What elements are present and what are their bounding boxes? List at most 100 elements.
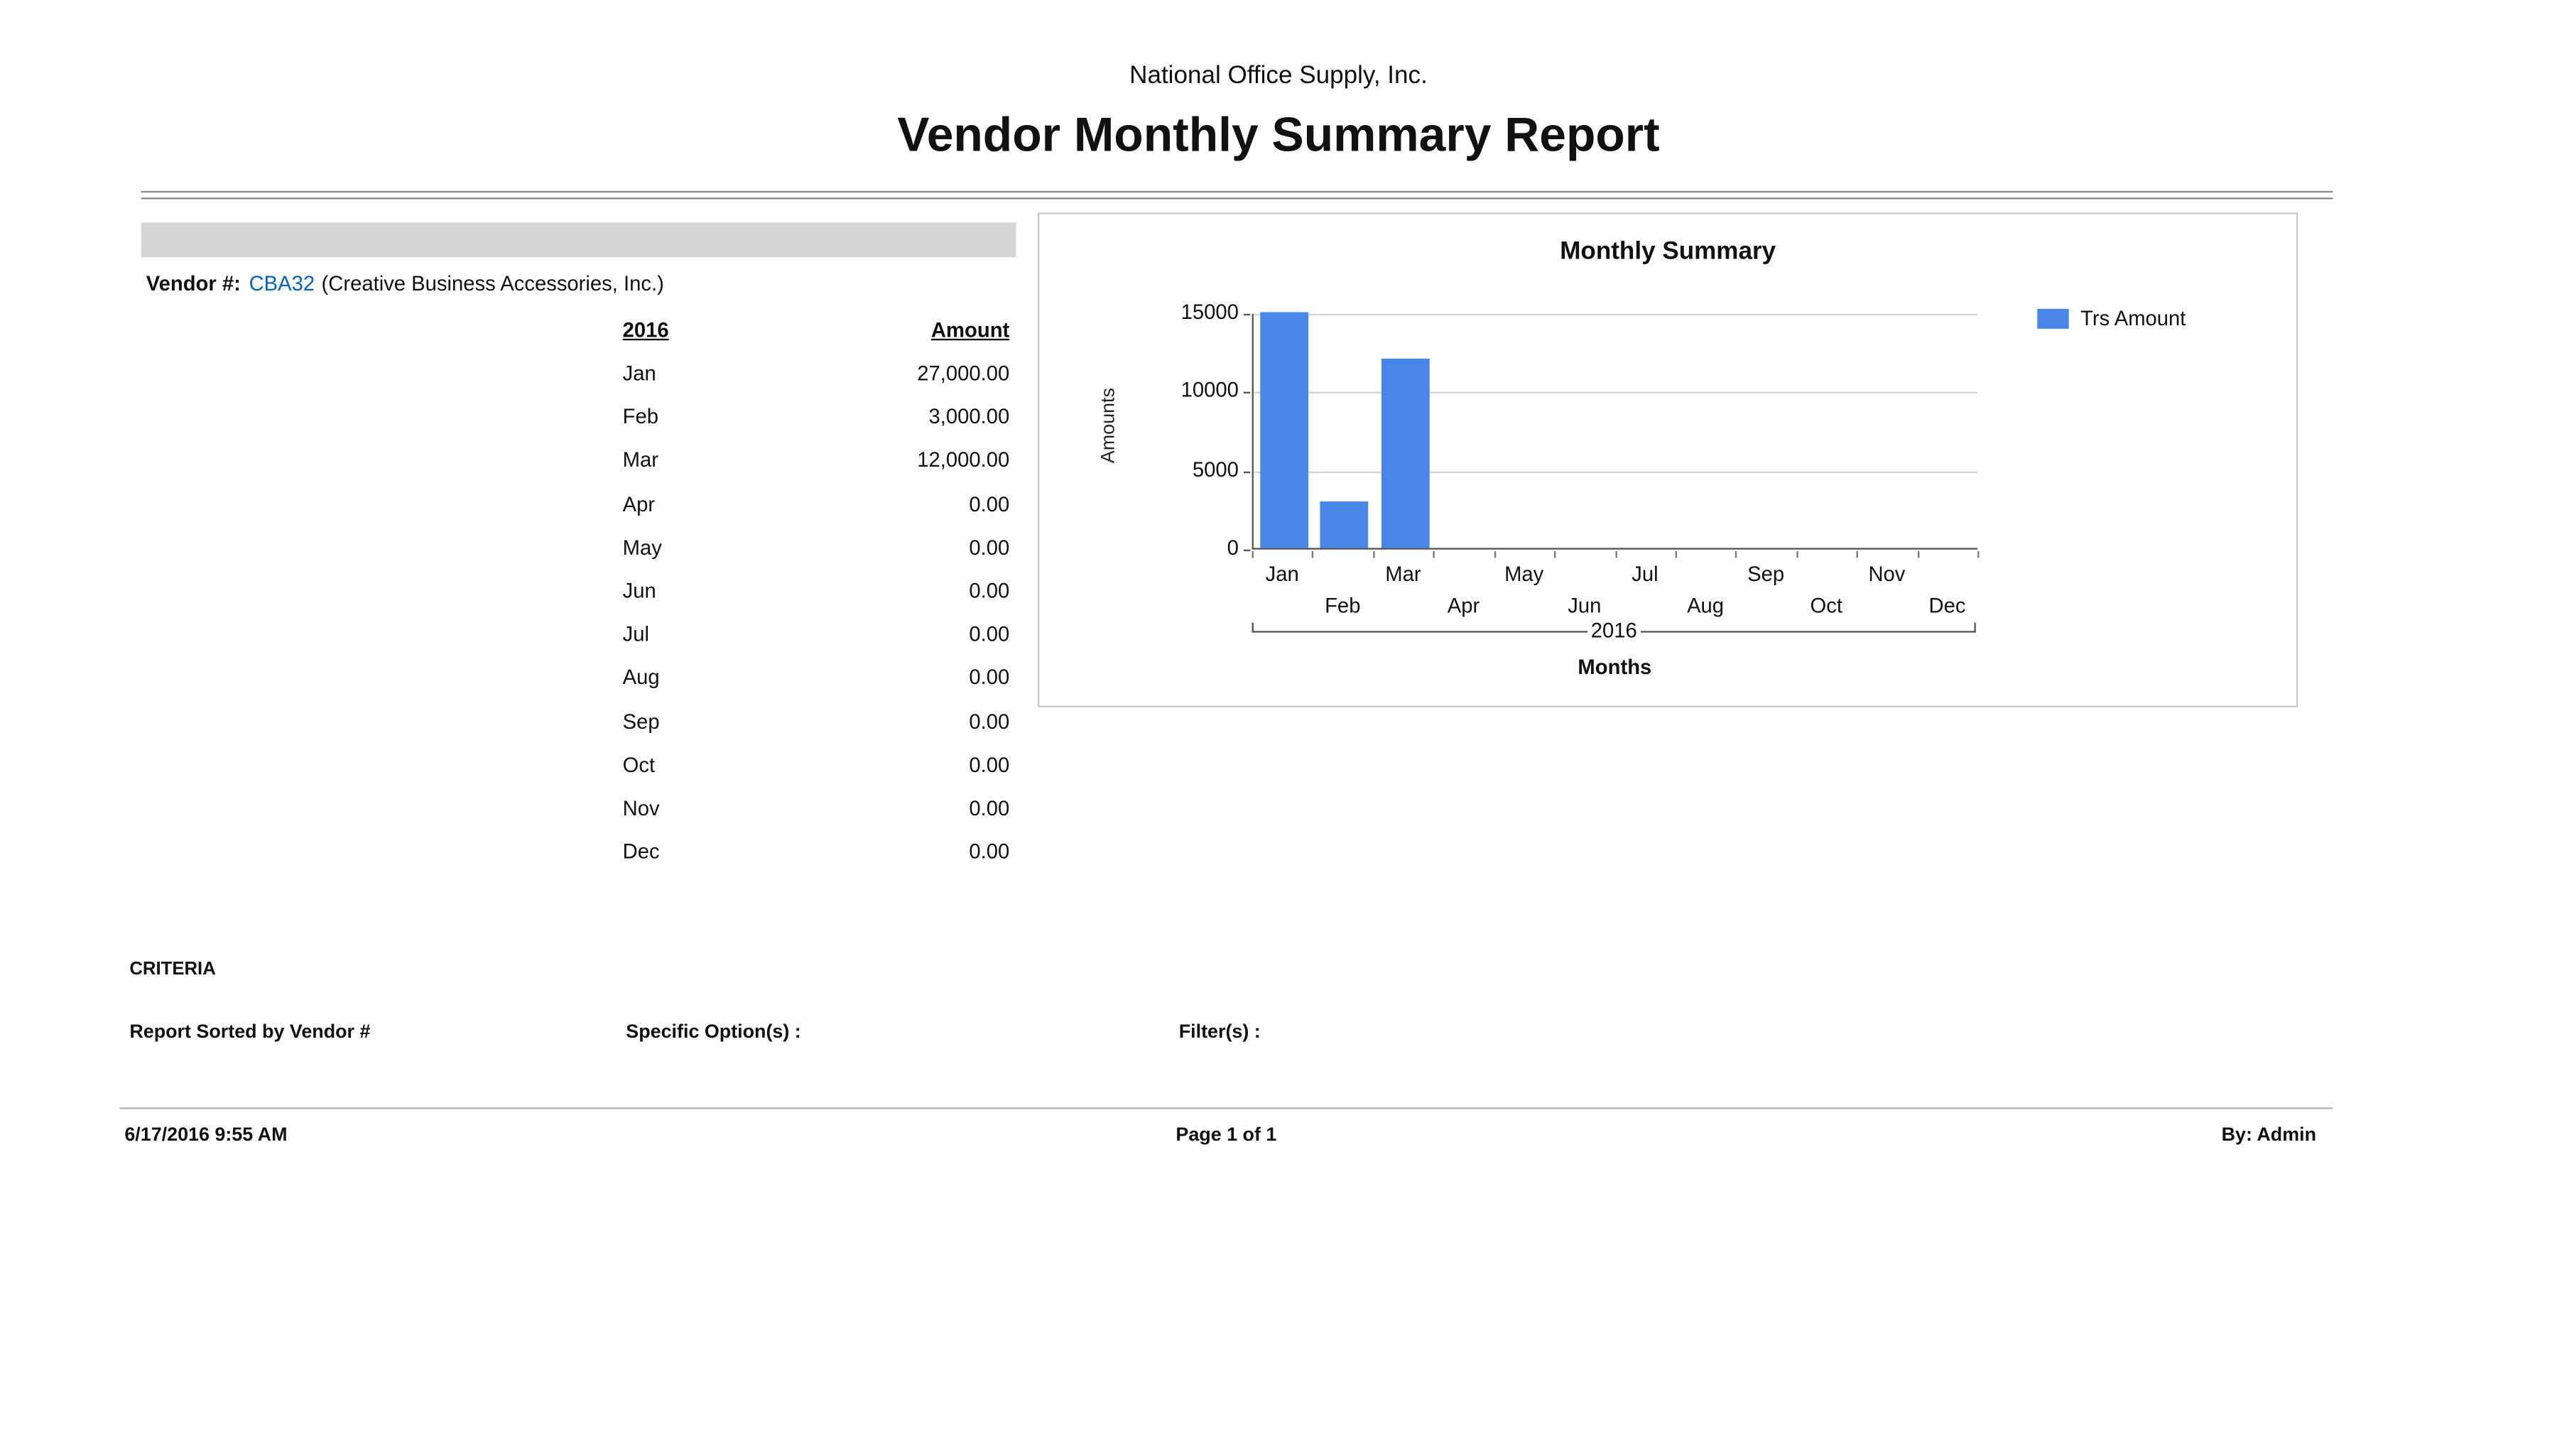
x-tick-mark xyxy=(1675,551,1677,558)
criteria-heading: CRITERIA xyxy=(129,960,216,980)
y-tick-label: 15000 xyxy=(1180,300,1239,324)
bar-Feb xyxy=(1320,501,1369,548)
y-tick-mark xyxy=(1243,313,1251,316)
y-tick-mark xyxy=(1243,549,1251,552)
amount-value: 12,000.00 xyxy=(917,449,1010,472)
x-tick-mark xyxy=(1372,551,1375,558)
monthly-amount-table: 2016 Amount Jan 27,000.00 Feb 3,000.00 Mar 12… xyxy=(623,309,1010,874)
x-tick-label-Oct: Oct xyxy=(1810,594,1843,618)
vendor-line: Vendor #: CBA32 (Creative Business Accesso… xyxy=(146,272,664,295)
gridline-5000 xyxy=(1253,471,1978,473)
gridline-15000 xyxy=(1253,313,1978,316)
chart-title: Monthly Summary xyxy=(1560,237,1776,266)
month-label: Jul xyxy=(622,623,649,646)
month-label: May xyxy=(622,536,662,560)
x-tick-mark xyxy=(1554,551,1556,558)
y-tick-mark xyxy=(1243,392,1251,394)
table-row: Mar 12,000.00 xyxy=(623,439,1010,482)
gridline-10000 xyxy=(1253,392,1978,394)
year-group-bracket: 2016 xyxy=(1252,619,1976,645)
company-name: National Office Supply, Inc. xyxy=(1129,61,1428,90)
criteria-sorted-by: Report Sorted by Vendor # xyxy=(129,1022,371,1043)
x-tick-mark xyxy=(1252,551,1254,558)
x-tick-label-Jul: Jul xyxy=(1632,563,1658,587)
amount-value: 0.00 xyxy=(969,840,1010,864)
vendor-code-link[interactable]: CBA32 xyxy=(249,272,315,296)
table-row: Aug 0.00 xyxy=(623,656,1010,700)
legend-swatch-icon xyxy=(2037,308,2069,329)
criteria-filters: Filter(s) : xyxy=(1178,1022,1261,1043)
group-header-band xyxy=(141,222,1016,258)
x-tick-label-Dec: Dec xyxy=(1928,594,1966,618)
table-row: Jan 27,000.00 xyxy=(623,352,1010,396)
table-row: Feb 3,000.00 xyxy=(623,396,1010,439)
table-row: Dec 0.00 xyxy=(623,830,1010,874)
amount-value: 0.00 xyxy=(969,536,1010,560)
x-tick-label-Apr: Apr xyxy=(1447,594,1480,618)
footer-by-user: By: Admin xyxy=(2221,1125,2317,1146)
table-row: May 0.00 xyxy=(623,526,1010,569)
x-tick-mark xyxy=(1917,551,1919,558)
month-label: Sep xyxy=(622,710,660,734)
month-label: Dec xyxy=(622,840,660,864)
table-row: Apr 0.00 xyxy=(623,482,1010,526)
criteria-specific-options: Specific Option(s) : xyxy=(626,1022,801,1043)
table-row: Sep 0.00 xyxy=(623,700,1010,743)
plot-area xyxy=(1252,312,1978,550)
footer-divider xyxy=(119,1107,2333,1109)
x-axis-title: Months xyxy=(1578,656,1652,680)
legend-label: Trs Amount xyxy=(2080,307,2186,331)
year-group-label: 2016 xyxy=(1587,619,1641,645)
table-header-row: 2016 Amount xyxy=(623,309,1010,352)
month-label: Mar xyxy=(622,449,658,472)
month-label: Aug xyxy=(622,666,660,690)
amount-value: 0.00 xyxy=(969,623,1010,646)
y-tick-label: 10000 xyxy=(1180,379,1239,403)
month-label: Nov xyxy=(622,797,660,820)
amount-column-header: Amount xyxy=(930,318,1010,342)
amount-value: 0.00 xyxy=(969,666,1010,690)
bar-Mar xyxy=(1380,359,1429,548)
x-tick-mark xyxy=(1796,551,1798,558)
table-body: Jan 27,000.00 Feb 3,000.00 Mar 12,000.00 Apr 0.… xyxy=(623,352,1010,874)
table-row: Nov 0.00 xyxy=(623,787,1010,830)
amount-value: 0.00 xyxy=(969,492,1010,516)
x-tick-label-Jan: Jan xyxy=(1265,563,1299,587)
month-label: Apr xyxy=(622,492,656,516)
table-row: Jun 0.00 xyxy=(623,570,1010,613)
x-tick-label-Aug: Aug xyxy=(1687,594,1725,618)
year-column-header: 2016 xyxy=(622,318,669,342)
x-tick-mark xyxy=(1977,551,1980,558)
footer-datetime: 6/17/2016 9:55 AM xyxy=(124,1125,288,1146)
x-tick-mark xyxy=(1735,551,1737,558)
vendor-number-label: Vendor #: xyxy=(146,272,241,296)
amount-value: 0.00 xyxy=(969,797,1010,820)
monthly-summary-chart: Monthly Summary Trs Amount Amounts 2016 … xyxy=(1038,212,2298,707)
page-title: Vendor Monthly Summary Report xyxy=(897,109,1660,163)
x-tick-label-May: May xyxy=(1504,563,1544,587)
amount-value: 0.00 xyxy=(969,579,1010,603)
x-tick-mark xyxy=(1433,551,1435,558)
y-tick-mark xyxy=(1243,471,1251,473)
y-axis-title: Amounts xyxy=(1099,387,1119,463)
month-label: Feb xyxy=(622,406,658,429)
x-tick-mark xyxy=(1614,551,1617,558)
y-tick-label: 5000 xyxy=(1192,457,1239,482)
amount-value: 0.00 xyxy=(969,710,1010,734)
x-tick-mark xyxy=(1856,551,1859,558)
month-label: Jan xyxy=(622,362,656,386)
amount-value: 3,000.00 xyxy=(928,406,1010,429)
chart-legend: Trs Amount xyxy=(2037,307,2186,330)
y-tick-label: 0 xyxy=(1227,536,1239,560)
month-label: Jun xyxy=(622,579,656,603)
amount-value: 0.00 xyxy=(969,753,1010,777)
x-tick-mark xyxy=(1312,551,1315,558)
footer-page-number: Page 1 of 1 xyxy=(1176,1125,1277,1146)
header-divider xyxy=(141,190,2333,200)
vendor-name: (Creative Business Accessories, Inc.) xyxy=(321,272,664,296)
table-row: Oct 0.00 xyxy=(623,744,1010,787)
x-tick-label-Jun: Jun xyxy=(1568,594,1602,618)
x-tick-label-Nov: Nov xyxy=(1868,563,1906,587)
amount-value: 27,000.00 xyxy=(917,362,1010,386)
